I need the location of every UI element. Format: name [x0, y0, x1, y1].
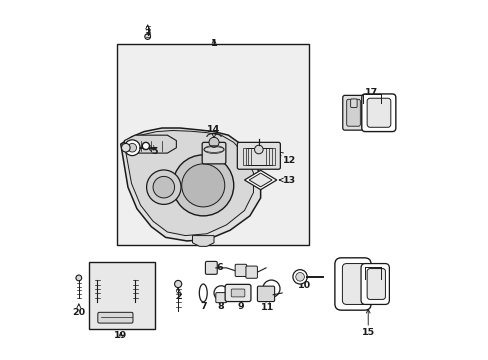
Text: 4: 4 [124, 145, 134, 154]
Polygon shape [249, 173, 271, 187]
Text: 9: 9 [237, 297, 244, 311]
Bar [251, 148, 266, 165]
FancyBboxPatch shape [366, 269, 385, 300]
Circle shape [76, 275, 81, 281]
Text: 13: 13 [279, 176, 295, 185]
FancyBboxPatch shape [224, 284, 250, 302]
Text: 11: 11 [261, 298, 274, 312]
Circle shape [153, 176, 174, 198]
Polygon shape [124, 135, 176, 153]
Bar [88, 262, 155, 329]
Text: 16: 16 [361, 279, 374, 291]
Polygon shape [192, 235, 214, 246]
Circle shape [121, 143, 130, 152]
Circle shape [292, 270, 306, 284]
Polygon shape [121, 128, 260, 241]
Circle shape [174, 280, 182, 288]
Circle shape [295, 273, 304, 281]
Text: 8: 8 [217, 297, 224, 311]
FancyBboxPatch shape [215, 293, 226, 303]
FancyBboxPatch shape [257, 286, 274, 302]
FancyBboxPatch shape [350, 99, 356, 108]
FancyBboxPatch shape [342, 264, 368, 305]
FancyBboxPatch shape [98, 312, 133, 323]
Text: 19: 19 [114, 332, 127, 341]
Circle shape [144, 34, 150, 40]
Circle shape [262, 280, 280, 297]
Circle shape [182, 164, 224, 207]
Polygon shape [124, 131, 253, 235]
FancyBboxPatch shape [342, 95, 364, 130]
FancyBboxPatch shape [361, 94, 395, 132]
Circle shape [124, 140, 140, 156]
Text: 1: 1 [210, 39, 217, 48]
Circle shape [142, 142, 149, 149]
Text: 6: 6 [212, 264, 222, 273]
Bar [245, 148, 271, 165]
FancyBboxPatch shape [360, 264, 388, 305]
FancyBboxPatch shape [231, 289, 244, 297]
Circle shape [172, 155, 233, 216]
Text: 3: 3 [144, 25, 151, 38]
Bar [242, 148, 274, 165]
Circle shape [208, 137, 219, 147]
Circle shape [214, 286, 228, 300]
Circle shape [254, 145, 263, 154]
FancyBboxPatch shape [205, 261, 217, 274]
FancyBboxPatch shape [245, 266, 257, 278]
Text: 5: 5 [148, 147, 158, 156]
Bar [117, 44, 308, 244]
FancyBboxPatch shape [346, 99, 360, 126]
Text: 17: 17 [365, 87, 378, 100]
Text: 18: 18 [346, 98, 360, 110]
Ellipse shape [199, 284, 207, 302]
FancyBboxPatch shape [235, 264, 246, 276]
Text: 20: 20 [72, 304, 85, 317]
Text: 14: 14 [207, 125, 220, 138]
FancyBboxPatch shape [202, 142, 225, 164]
Bar [248, 148, 269, 165]
Text: 15: 15 [361, 309, 374, 337]
Circle shape [146, 170, 181, 204]
Circle shape [128, 143, 136, 152]
Text: 10: 10 [298, 278, 311, 289]
Text: 12: 12 [279, 152, 295, 165]
FancyBboxPatch shape [334, 258, 370, 310]
FancyBboxPatch shape [366, 98, 390, 127]
Text: 2: 2 [175, 288, 181, 301]
FancyBboxPatch shape [237, 142, 280, 169]
Polygon shape [244, 170, 276, 190]
Text: 7: 7 [200, 297, 206, 311]
